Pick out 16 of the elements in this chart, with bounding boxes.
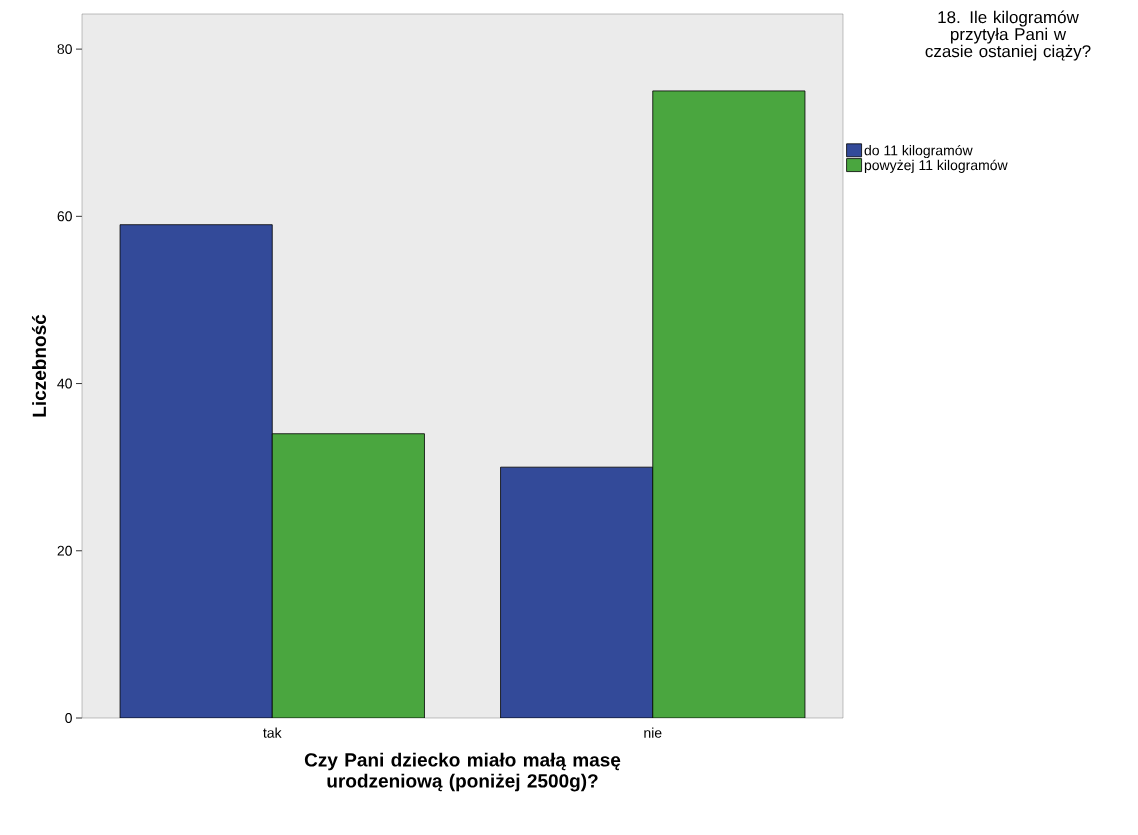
x-tick-label: tak [263, 727, 282, 738]
legend-label: do 11 kilogramów [864, 144, 973, 159]
bar [119, 224, 273, 718]
y-axis-title: Liczebność [31, 314, 47, 417]
bar [500, 466, 654, 718]
y-tick-label: 60 [57, 211, 72, 222]
bar [271, 433, 425, 718]
y-tick-label: 80 [57, 44, 72, 55]
legend-label: powyżej 11 kilogramów [864, 159, 1008, 173]
bar [652, 90, 806, 718]
y-tick-label: 20 [57, 545, 72, 556]
x-axis-title: Czy Pani dziecko miało małą masę urodzeniową (poniżej 2500g)? [304, 752, 621, 792]
y-tick-label: 0 [65, 713, 72, 723]
x-tick-label: nie [644, 727, 662, 738]
legend-title: 18. Ile kilogramów przytyła Pani w czasie ostaniej ciąży? [925, 10, 1091, 61]
y-tick-label: 40 [57, 378, 72, 389]
